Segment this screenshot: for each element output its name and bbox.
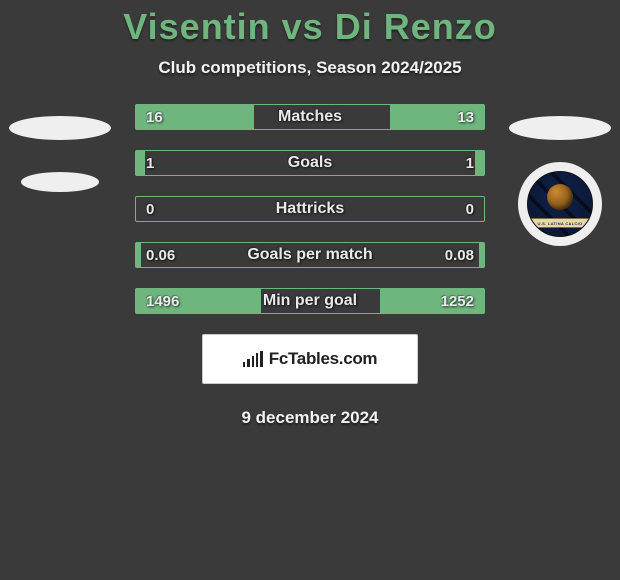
stat-value-right: 0.08 — [445, 247, 474, 264]
left-player-avatar-placeholder — [9, 116, 111, 140]
page-subtitle: Club competitions, Season 2024/2025 — [0, 58, 620, 78]
left-club-badge-placeholder — [21, 172, 99, 192]
stat-value-right: 1 — [466, 155, 474, 172]
right-club-badge-text: U.S. LATINA CALCIO — [528, 218, 592, 228]
stat-bars: 16Matches13 1Goals1 0Hattricks0 0.06Goals p… — [135, 104, 485, 314]
stat-row: 0.06Goals per match0.08 — [135, 242, 485, 268]
right-club-badge: U.S. LATINA CALCIO — [527, 171, 593, 237]
comparison-body: U.S. LATINA CALCIO 16Matches13 1Goals1 0Ha… — [0, 104, 620, 314]
stat-row: 16Matches13 — [135, 104, 485, 130]
stat-value-right: 1252 — [441, 293, 474, 310]
page-title: Visentin vs Di Renzo — [0, 6, 620, 48]
brand-chart-icon — [243, 351, 263, 367]
stat-label: Hattricks — [136, 200, 484, 218]
left-player-column — [0, 104, 120, 192]
stat-row: 1Goals1 — [135, 150, 485, 176]
right-club-badge-wrap: U.S. LATINA CALCIO — [518, 162, 602, 246]
generation-date: 9 december 2024 — [0, 408, 620, 428]
stat-row: 0Hattricks0 — [135, 196, 485, 222]
brand-text: FcTables.com — [269, 349, 378, 369]
stat-label: Goals per match — [136, 246, 484, 264]
right-player-avatar-placeholder — [509, 116, 611, 140]
brand-box[interactable]: FcTables.com — [202, 334, 418, 384]
stat-label: Min per goal — [136, 292, 484, 310]
stat-label: Goals — [136, 154, 484, 172]
stat-value-right: 13 — [457, 109, 474, 126]
right-player-column: U.S. LATINA CALCIO — [500, 104, 620, 246]
stat-row: 1496Min per goal1252 — [135, 288, 485, 314]
stat-label: Matches — [136, 108, 484, 126]
stat-value-right: 0 — [466, 201, 474, 218]
